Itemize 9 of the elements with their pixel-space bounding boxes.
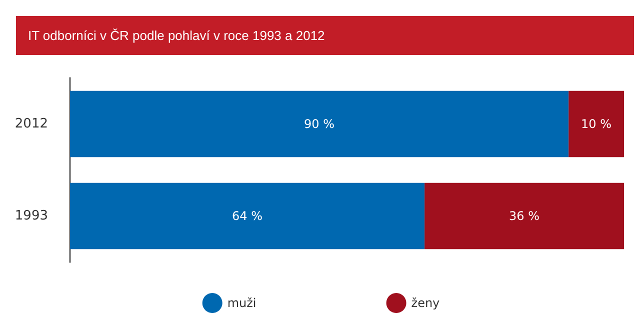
data-label: 64 % xyxy=(232,209,263,223)
data-label: 10 % xyxy=(581,117,612,131)
y-tick-label: 1993 xyxy=(14,208,48,224)
data-label: 36 % xyxy=(509,209,540,223)
chart-title: IT odborníci v ČR podle pohlaví v roce 1993 a 2012 xyxy=(28,28,325,43)
data-label: 90 % xyxy=(304,117,335,131)
legend-label: muži xyxy=(227,296,256,310)
legend-label: ženy xyxy=(411,296,440,310)
y-tick-label: 2012 xyxy=(14,116,48,132)
